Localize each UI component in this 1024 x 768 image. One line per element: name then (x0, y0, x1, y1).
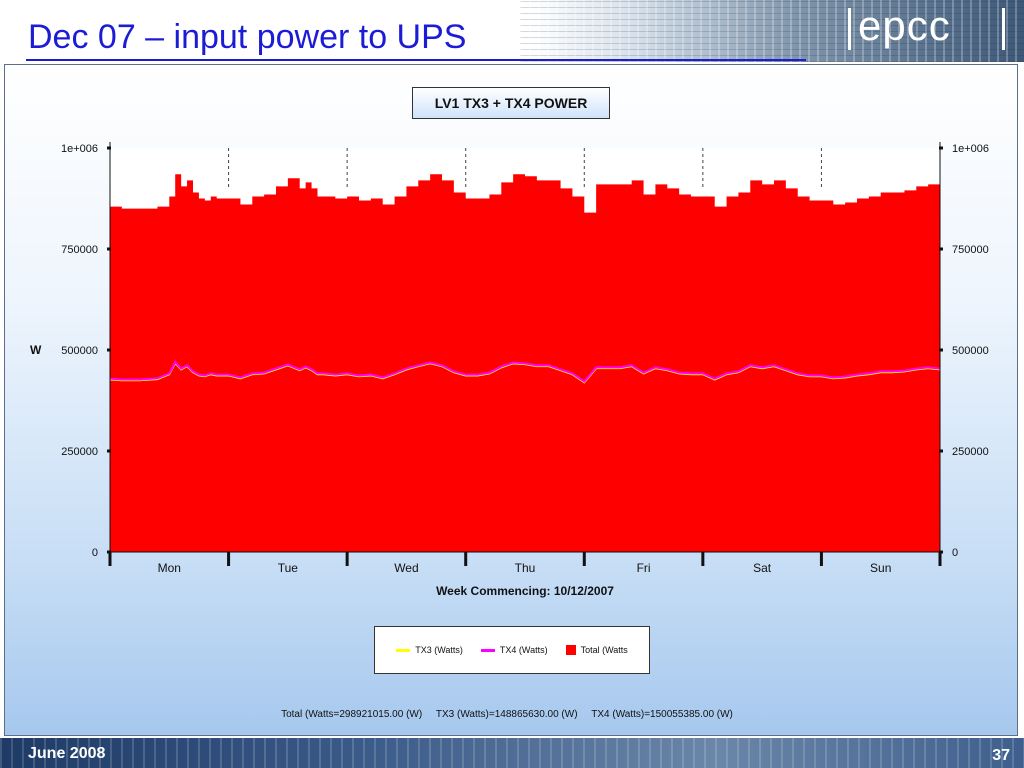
footer-date: June 2008 (28, 745, 106, 762)
title-underline (26, 59, 806, 61)
x-tick-label-thu: Thu (515, 561, 536, 575)
footer-texture (0, 738, 1024, 768)
legend-item-total: Total (Watts (565, 645, 628, 655)
x-tick-label-fri: Fri (637, 561, 651, 575)
y-tick-label-right-3: 750000 (952, 244, 989, 256)
x-tick-3 (464, 552, 468, 566)
legend-label-tx4: TX4 (Watts) (499, 645, 548, 655)
y-tick-right-3 (939, 247, 943, 251)
legend-label-tx3: TX3 (Watts) (415, 645, 463, 655)
x-axis-title: Week Commencing: 10/12/2007 (436, 584, 614, 598)
legend-item-tx3: TX3 (Watts) (396, 645, 463, 655)
logo-bar-right (1002, 8, 1005, 50)
y-tick-label-right-0: 0 (952, 547, 958, 559)
page-number: 37 (992, 747, 1010, 764)
chart-legend: TX3 (Watts) TX4 (Watts) Total (Watts (374, 626, 650, 674)
slide-title: Dec 07 – input power to UPS (28, 18, 467, 56)
y-tick-label-right-2: 500000 (952, 345, 989, 357)
legend-swatch-tx3 (396, 648, 411, 652)
header-band: epcc (0, 0, 1024, 62)
x-tick-label-mon: Mon (158, 561, 181, 575)
x-tick-label-sun: Sun (870, 561, 891, 575)
legend-label-total: Total (Watts (580, 645, 628, 655)
y-tick-label-left-2: 500000 (61, 345, 98, 357)
y-tick-left-1 (107, 449, 111, 453)
y-tick-right-1 (939, 449, 943, 453)
y-tick-label-left-0: 0 (92, 547, 98, 559)
y-tick-label-right-4: 1e+006 (952, 143, 989, 155)
x-tick-1 (227, 552, 231, 566)
y-tick-label-left-3: 750000 (61, 244, 98, 256)
x-tick-6 (819, 552, 823, 566)
x-tick-0 (108, 552, 112, 566)
y-tick-right-2 (939, 348, 943, 352)
y-tick-left-3 (107, 247, 111, 251)
footer-band: June 2008 37 (0, 738, 1024, 768)
chart-summary: Total (Watts=298921015.00 (W) TX3 (Watts… (281, 709, 733, 720)
x-tick-4 (582, 552, 586, 566)
x-tick-label-sat: Sat (753, 561, 772, 575)
y-tick-label-right-1: 250000 (952, 446, 989, 458)
x-tick-7 (938, 552, 942, 566)
legend-item-tx4: TX4 (Watts) (480, 645, 548, 655)
legend-swatch-tx4 (480, 648, 495, 652)
legend-swatch-total (565, 645, 576, 655)
y-tick-label-left-1: 250000 (61, 446, 98, 458)
logo-bar-left (848, 8, 851, 50)
y-tick-label-left-4: 1e+006 (61, 143, 98, 155)
x-tick-5 (701, 552, 705, 566)
y-tick-left-4 (107, 146, 111, 150)
plot-area (109, 148, 941, 552)
x-tick-label-wed: Wed (394, 561, 418, 575)
axes: 0 0 250000 250000 500000 500000 750000 750000 1e… (30, 142, 989, 598)
y-tick-right-4 (939, 146, 943, 150)
x-tick-2 (345, 552, 349, 566)
y-axis-title: W (30, 343, 42, 357)
header-texture (520, 0, 1024, 62)
y-tick-left-2 (107, 348, 111, 352)
x-tick-label-tue: Tue (278, 561, 299, 575)
logo-text: epcc (858, 2, 951, 49)
series-line-tx4-watts (109, 360, 941, 383)
chart-title: LV1 TX3 + TX4 POWER (412, 87, 610, 119)
